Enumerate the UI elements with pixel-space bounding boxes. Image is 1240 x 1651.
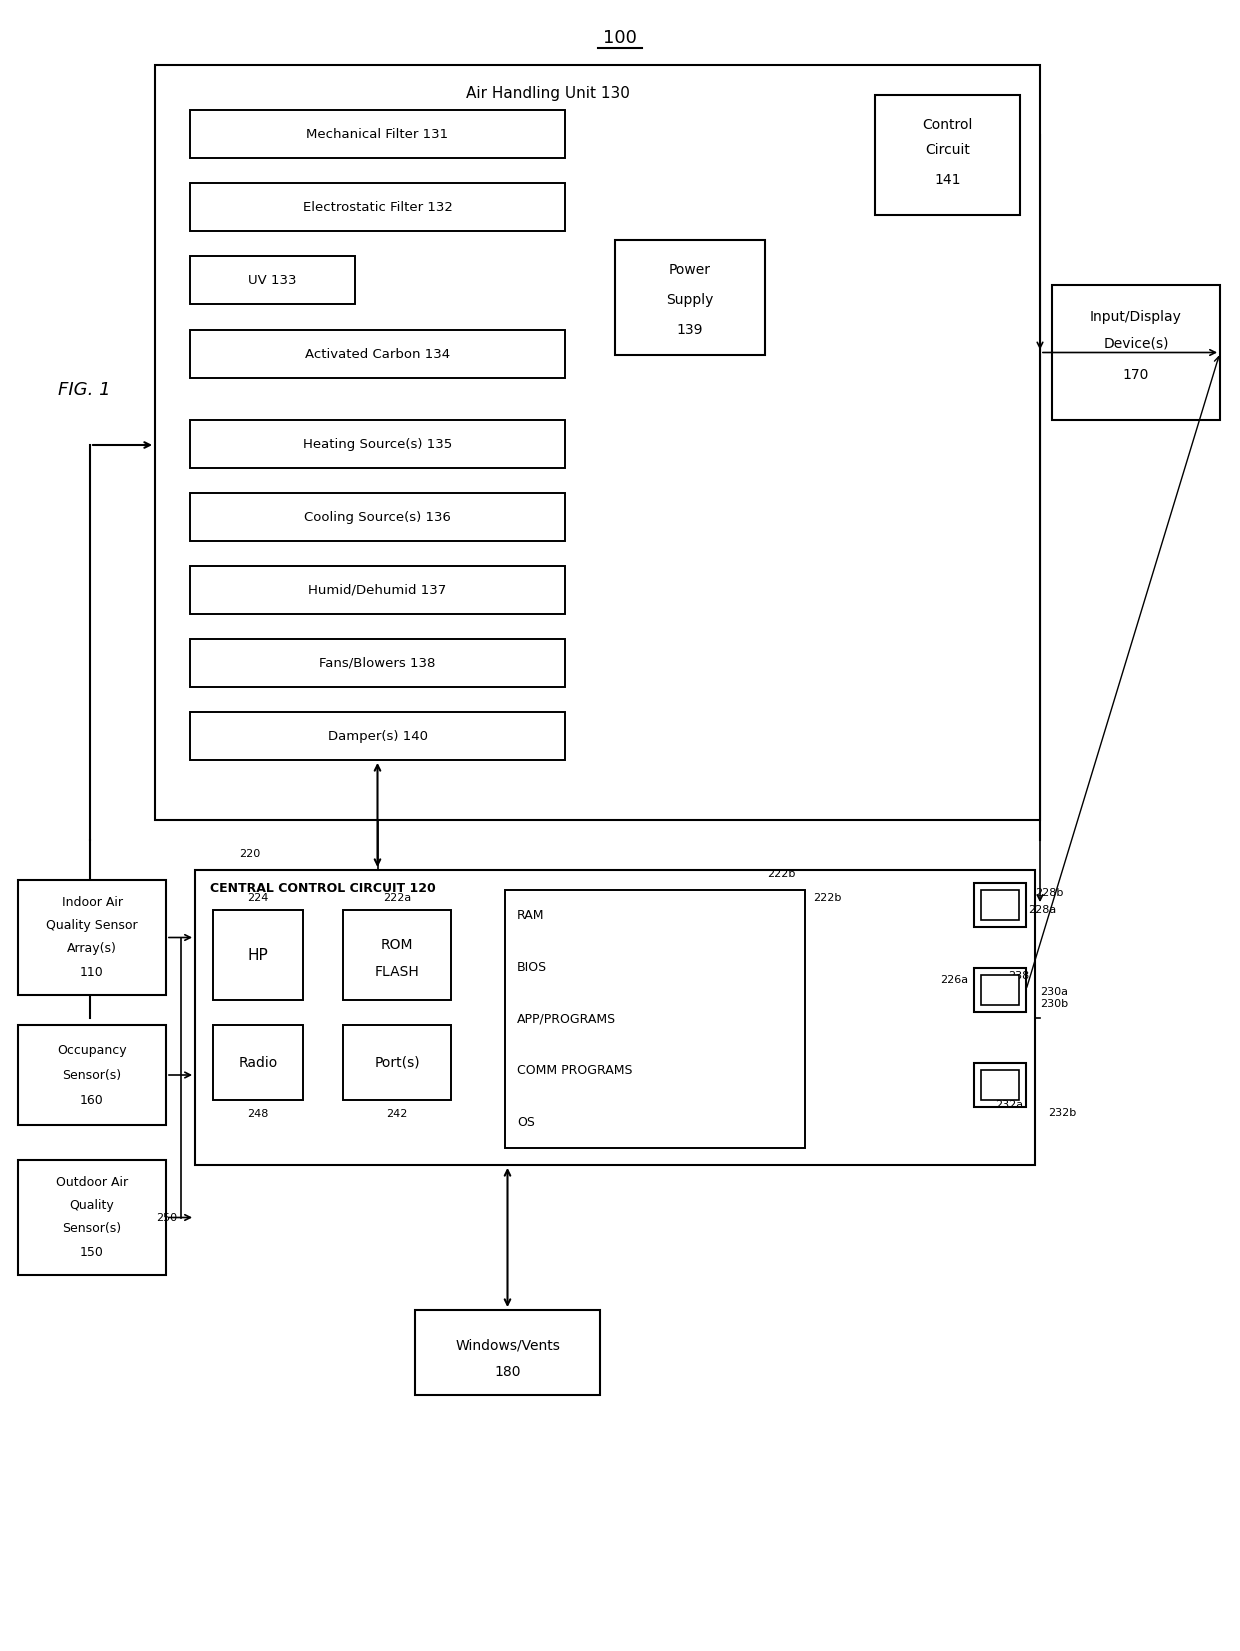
- Text: Supply: Supply: [666, 292, 714, 307]
- Text: 222a: 222a: [383, 893, 412, 903]
- Text: Input/Display: Input/Display: [1090, 310, 1182, 324]
- Text: RAM: RAM: [517, 910, 544, 923]
- Text: 110: 110: [81, 966, 104, 979]
- Bar: [213, 1025, 303, 1100]
- Bar: [195, 870, 1035, 1166]
- Bar: [190, 566, 565, 614]
- Bar: [190, 183, 565, 231]
- Text: 224: 224: [247, 893, 269, 903]
- Text: 230a: 230a: [1040, 987, 1068, 997]
- Text: HP: HP: [248, 948, 268, 963]
- Text: Sensor(s): Sensor(s): [62, 1222, 122, 1235]
- Text: FLASH: FLASH: [374, 964, 419, 979]
- Text: CENTRAL CONTROL CIRCUIT 120: CENTRAL CONTROL CIRCUIT 120: [210, 882, 435, 895]
- Bar: [973, 1063, 1025, 1108]
- Text: Sensor(s): Sensor(s): [62, 1068, 122, 1081]
- Bar: [973, 967, 1025, 1012]
- Bar: [190, 712, 565, 759]
- Text: 228b: 228b: [1035, 888, 1064, 898]
- Text: Occupancy: Occupancy: [57, 1043, 126, 1057]
- Bar: [981, 976, 1019, 1005]
- Text: UV 133: UV 133: [248, 274, 296, 287]
- Bar: [190, 639, 565, 687]
- Bar: [190, 494, 565, 542]
- Text: 248: 248: [247, 1109, 269, 1119]
- Text: 160: 160: [81, 1093, 104, 1106]
- Text: COMM PROGRAMS: COMM PROGRAMS: [517, 1065, 632, 1076]
- Bar: [615, 239, 765, 355]
- Text: 222b: 222b: [813, 893, 842, 903]
- Text: Quality: Quality: [69, 1199, 114, 1212]
- Text: Port(s): Port(s): [374, 1055, 420, 1070]
- Text: 238: 238: [1008, 971, 1029, 981]
- Bar: [1052, 286, 1220, 419]
- Text: 150: 150: [81, 1245, 104, 1258]
- Text: 230b: 230b: [1040, 999, 1068, 1009]
- Bar: [343, 1025, 451, 1100]
- Bar: [19, 1025, 166, 1124]
- Text: Air Handling Unit 130: Air Handling Unit 130: [465, 86, 630, 101]
- Text: Circuit: Circuit: [925, 144, 970, 157]
- Text: 232b: 232b: [1048, 1108, 1076, 1118]
- Text: Array(s): Array(s): [67, 941, 117, 954]
- Text: Windows/Vents: Windows/Vents: [455, 1337, 560, 1352]
- Text: Device(s): Device(s): [1104, 337, 1169, 350]
- Text: 100: 100: [603, 30, 637, 46]
- Text: 232a: 232a: [994, 1100, 1023, 1109]
- Text: 141: 141: [934, 173, 961, 187]
- Text: 242: 242: [387, 1109, 408, 1119]
- Text: Outdoor Air: Outdoor Air: [56, 1176, 128, 1189]
- Text: Fans/Blowers 138: Fans/Blowers 138: [320, 657, 435, 670]
- Text: 180: 180: [495, 1365, 521, 1379]
- Text: Damper(s) 140: Damper(s) 140: [327, 730, 428, 743]
- Bar: [19, 880, 166, 996]
- Bar: [190, 330, 565, 378]
- Text: Indoor Air: Indoor Air: [62, 895, 123, 908]
- Bar: [190, 256, 355, 304]
- Text: Power: Power: [670, 263, 711, 277]
- Text: 222b: 222b: [766, 868, 795, 878]
- Text: Heating Source(s) 135: Heating Source(s) 135: [303, 438, 453, 451]
- Bar: [19, 1161, 166, 1275]
- Text: 220: 220: [239, 849, 260, 859]
- Text: 139: 139: [677, 324, 703, 337]
- Text: Radio: Radio: [238, 1055, 278, 1070]
- Bar: [190, 111, 565, 158]
- Text: Quality Sensor: Quality Sensor: [46, 918, 138, 931]
- Text: Mechanical Filter 131: Mechanical Filter 131: [306, 127, 449, 140]
- Text: FIG. 1: FIG. 1: [58, 381, 110, 400]
- Bar: [190, 419, 565, 467]
- Text: APP/PROGRAMS: APP/PROGRAMS: [517, 1012, 616, 1025]
- Text: ROM: ROM: [381, 938, 413, 953]
- Bar: [981, 1070, 1019, 1100]
- Text: BIOS: BIOS: [517, 961, 547, 974]
- Bar: [213, 910, 303, 1001]
- Bar: [343, 910, 451, 1001]
- Text: OS: OS: [517, 1116, 534, 1129]
- Bar: [973, 883, 1025, 926]
- Bar: [875, 96, 1021, 215]
- Bar: [505, 890, 805, 1147]
- Text: 226a: 226a: [940, 976, 968, 986]
- Text: Control: Control: [923, 117, 972, 132]
- Bar: [415, 1309, 600, 1395]
- Text: 170: 170: [1122, 368, 1149, 381]
- Bar: [155, 64, 1040, 821]
- Text: Cooling Source(s) 136: Cooling Source(s) 136: [304, 510, 451, 523]
- Text: 250: 250: [156, 1212, 177, 1222]
- Bar: [981, 890, 1019, 920]
- Text: Electrostatic Filter 132: Electrostatic Filter 132: [303, 200, 453, 213]
- Text: Humid/Dehumid 137: Humid/Dehumid 137: [309, 583, 446, 596]
- Text: Activated Carbon 134: Activated Carbon 134: [305, 347, 450, 360]
- Text: 228a: 228a: [1028, 905, 1056, 915]
